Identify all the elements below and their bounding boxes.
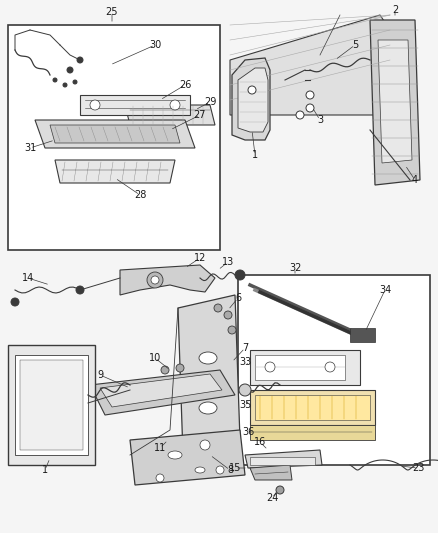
Text: 33: 33 [239, 357, 251, 367]
Polygon shape [100, 374, 222, 407]
Circle shape [77, 57, 83, 63]
Polygon shape [90, 370, 235, 415]
Polygon shape [250, 465, 292, 480]
Circle shape [306, 91, 314, 99]
Ellipse shape [168, 451, 182, 459]
Text: 4: 4 [412, 175, 418, 185]
Circle shape [11, 298, 19, 306]
Text: 12: 12 [194, 253, 206, 263]
Circle shape [276, 486, 284, 494]
Polygon shape [125, 105, 215, 125]
Text: 2: 2 [392, 5, 398, 15]
Circle shape [265, 362, 275, 372]
Circle shape [170, 100, 180, 110]
Bar [20, 360, 83, 450]
Text: 25: 25 [106, 7, 118, 17]
Circle shape [296, 111, 304, 119]
Bar [250, 425, 375, 440]
Ellipse shape [199, 402, 217, 414]
Bar [250, 457, 315, 465]
Circle shape [54, 130, 62, 138]
Text: 6: 6 [235, 293, 241, 303]
Bar [8, 345, 95, 465]
Text: 26: 26 [179, 80, 191, 90]
Circle shape [239, 384, 251, 396]
Text: 16: 16 [254, 437, 266, 447]
Circle shape [73, 80, 77, 84]
Polygon shape [245, 450, 322, 468]
Circle shape [90, 100, 100, 110]
Circle shape [176, 364, 184, 372]
Circle shape [248, 86, 256, 94]
Circle shape [214, 304, 222, 312]
Text: 1: 1 [252, 150, 258, 160]
Bar [238, 275, 430, 465]
Text: 35: 35 [239, 400, 251, 410]
Ellipse shape [195, 467, 205, 473]
Ellipse shape [199, 352, 217, 364]
Text: 32: 32 [289, 263, 301, 273]
Text: 15: 15 [229, 463, 241, 473]
Circle shape [235, 270, 245, 280]
Polygon shape [120, 265, 215, 295]
Circle shape [200, 440, 210, 450]
Text: 8: 8 [227, 465, 233, 475]
Polygon shape [238, 68, 268, 132]
Circle shape [76, 286, 84, 294]
Bar [255, 395, 370, 420]
Circle shape [67, 67, 73, 73]
Text: 7: 7 [242, 343, 248, 353]
Bar [8, 25, 220, 250]
Circle shape [306, 104, 314, 112]
Text: 34: 34 [379, 285, 391, 295]
Bar [350, 328, 375, 342]
Text: 23: 23 [412, 463, 424, 473]
Text: 13: 13 [222, 257, 234, 267]
Circle shape [325, 362, 335, 372]
Text: 28: 28 [134, 190, 146, 200]
Polygon shape [130, 430, 245, 485]
Text: 3: 3 [317, 115, 323, 125]
Polygon shape [232, 58, 270, 140]
Polygon shape [230, 15, 410, 115]
Polygon shape [55, 160, 175, 183]
Text: 24: 24 [266, 493, 278, 503]
Polygon shape [80, 95, 190, 115]
Text: 27: 27 [194, 110, 206, 120]
Text: 9: 9 [97, 370, 103, 380]
Circle shape [216, 466, 224, 474]
Text: 1: 1 [42, 465, 48, 475]
Bar [250, 350, 360, 385]
Circle shape [228, 326, 236, 334]
Text: 30: 30 [149, 40, 161, 50]
Polygon shape [35, 120, 195, 148]
Circle shape [156, 474, 164, 482]
Circle shape [161, 366, 169, 374]
Circle shape [151, 276, 159, 284]
Text: 11: 11 [154, 443, 166, 453]
Circle shape [147, 272, 163, 288]
Polygon shape [50, 125, 180, 143]
Polygon shape [378, 40, 412, 163]
Circle shape [53, 78, 57, 82]
Circle shape [166, 130, 174, 138]
Text: 5: 5 [352, 40, 358, 50]
Polygon shape [370, 20, 420, 185]
Text: 10: 10 [149, 353, 161, 363]
Circle shape [63, 83, 67, 87]
Text: 31: 31 [24, 143, 36, 153]
Text: 14: 14 [22, 273, 34, 283]
Text: 29: 29 [204, 97, 216, 107]
Polygon shape [178, 295, 240, 455]
Bar [255, 355, 345, 380]
Bar [15, 355, 88, 455]
Bar [250, 390, 375, 425]
Circle shape [224, 311, 232, 319]
Text: 36: 36 [242, 427, 254, 437]
